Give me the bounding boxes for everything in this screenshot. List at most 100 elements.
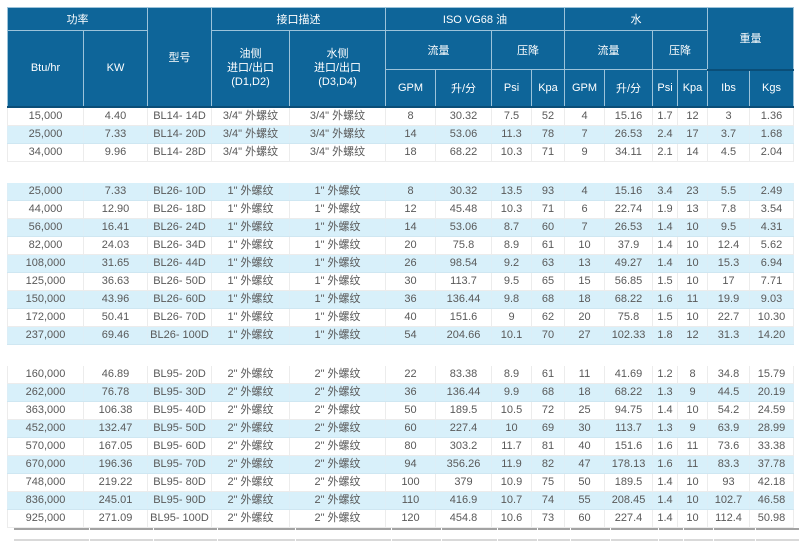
cell-water-psi: 1.6 [652,290,679,309]
cell-kw: 24.03 [83,236,148,255]
cell-kgs: 1.68 [749,125,795,144]
cell-water-lpm: 68.22 [604,383,654,402]
cell-water-lpm: 56.85 [604,272,654,291]
table-row: 15,000 4.40 BL14- 14D 3/4" 外螺纹 3/4" 外螺纹 8 30.3… [7,106,795,126]
table-row: 125,000 36.63 BL26- 50D 1" 外螺纹 1" 外螺纹 30 113.7… [7,272,795,291]
cell-oil-port: 1" 外螺纹 [211,182,290,201]
cell-model: BL26- 34D [147,236,212,255]
cell-kw: 132.47 [83,419,148,438]
cell-oil-port: 2" 外螺纹 [211,401,290,420]
cell-oil-kpa: 69 [530,419,566,438]
cell-model: BL95- 30D [147,383,212,402]
cell-oil-port: 1" 外螺纹 [211,236,290,255]
cell-oil-port: 1" 外螺纹 [211,308,290,327]
cell-oil-lpm: 136.44 [435,290,492,309]
cell-oil-lpm: 454.8 [435,509,492,528]
oil-side-d1d2: (D1,D2) [231,76,270,89]
cell-oil-lpm: 189.5 [435,401,492,420]
cell-model: BL26- 60D [147,290,212,309]
cell-water-port: 1" 外螺纹 [289,218,386,237]
cell-oil-lpm: 416.9 [435,491,492,510]
cell-kgs: 50.98 [749,509,795,528]
cell-water-kpa: 11 [677,290,709,309]
col-header-water-flow: 流量 [564,30,654,70]
table-row: 925,000 271.09 BL95- 100D 2" 外螺纹 2" 外螺纹 120 45… [7,509,795,528]
cell-model: BL95- 20D [147,365,212,384]
cell-oil-lpm: 45.48 [435,200,492,219]
cell-water-port: 2" 外螺纹 [289,383,386,402]
cell-btu-hr: 15,000 [7,106,84,126]
cell-water-lpm: 102.33 [604,326,654,345]
border-segment [756,538,799,541]
cell-oil-lpm: 303.2 [435,437,492,456]
cell-oil-port: 1" 外螺纹 [211,326,290,345]
cell-water-psi: 1.4 [652,401,679,420]
cell-oil-gpm: 50 [385,401,436,420]
cell-oil-psi: 7.5 [491,106,532,126]
cell-water-lpm: 178.13 [604,455,654,474]
cell-water-lpm: 15.16 [604,106,654,126]
cell-kw: 4.40 [83,106,148,126]
cell-oil-psi: 11.3 [491,125,532,144]
border-segment [571,527,610,530]
cell-oil-gpm: 120 [385,509,436,528]
cell-oil-kpa: 81 [530,437,566,456]
cell-kgs: 9.03 [749,290,795,309]
cell-model: BL95- 100D [147,509,212,528]
cell-lbs: 9.5 [707,218,751,237]
cell-lbs: 12.4 [707,236,751,255]
cell-water-gpm: 18 [564,290,606,309]
cell-water-psi: 1.5 [652,308,679,327]
cell-kw: 9.96 [83,143,148,162]
cell-oil-psi: 9.2 [491,254,532,273]
cell-oil-lpm: 151.6 [435,308,492,327]
cell-oil-gpm: 94 [385,455,436,474]
group-separator-row [7,161,794,183]
cell-oil-gpm: 18 [385,143,436,162]
cell-oil-kpa: 68 [530,383,566,402]
cell-model: BL14- 14D [147,106,212,126]
border-segment [684,538,713,541]
cell-water-psi: 1.3 [652,383,679,402]
cell-oil-kpa: 71 [530,200,566,219]
cell-oil-port: 2" 外螺纹 [211,509,290,528]
cell-water-gpm: 4 [564,182,606,201]
cell-oil-psi: 8.9 [491,365,532,384]
cell-water-kpa: 14 [677,143,709,162]
cell-water-psi: 2.4 [652,125,679,144]
col-header-oil-gpm: GPM [385,69,436,108]
col-header-iso-vg68-oil: ISO VG68 油 [384,7,566,31]
cell-lbs: 3 [707,106,751,126]
cell-water-port: 2" 外螺纹 [289,473,386,492]
cell-water-lpm: 26.53 [604,125,654,144]
cell-water-kpa: 10 [677,473,709,492]
border-segment [442,527,497,530]
cell-oil-psi: 10.6 [491,509,532,528]
cell-btu-hr: 82,000 [7,236,84,255]
cell-kw: 271.09 [83,509,148,528]
border-segment [611,538,658,541]
table-row: 56,000 16.41 BL26- 24D 1" 外螺纹 1" 外螺纹 14 53.06 8… [7,218,795,237]
border-segment [714,527,755,530]
cell-oil-port: 1" 外螺纹 [211,290,290,309]
cell-oil-psi: 9 [491,308,532,327]
cell-oil-lpm: 53.06 [435,218,492,237]
col-header-model: 型号 [147,7,212,108]
cell-oil-port: 2" 外螺纹 [211,455,290,474]
cell-oil-kpa: 60 [530,218,566,237]
cell-kw: 167.05 [83,437,148,456]
col-header-water-gpm: GPM [564,69,606,108]
cell-btu-hr: 56,000 [7,218,84,237]
cell-water-psi: 1.4 [652,509,679,528]
cell-kgs: 1.36 [749,106,795,126]
cell-oil-psi: 10.7 [491,491,532,510]
cell-oil-psi: 10 [491,419,532,438]
cell-oil-port: 2" 外螺纹 [211,365,290,384]
cell-kgs: 5.62 [749,236,795,255]
cell-model: BL14- 20D [147,125,212,144]
cell-oil-kpa: 70 [530,326,566,345]
border-segment [611,527,658,530]
cell-btu-hr: 570,000 [7,437,84,456]
cell-oil-psi: 10.1 [491,326,532,345]
table-row: 108,000 31.65 BL26- 44D 1" 外螺纹 1" 外螺纹 26 98.54… [7,254,795,273]
